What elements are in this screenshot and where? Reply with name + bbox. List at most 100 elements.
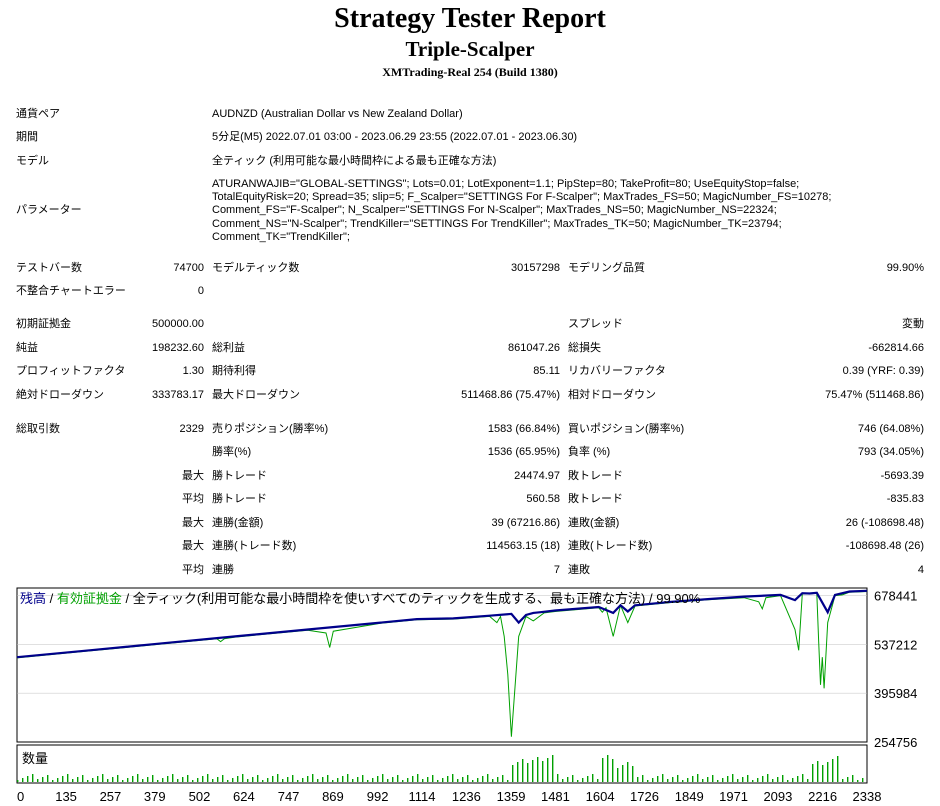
bars-value: 74700 — [173, 262, 204, 274]
volume-bar — [322, 777, 324, 782]
equity-chart: 678441 537212 395984 254756 0 135 257 379 502 62… — [16, 587, 917, 804]
volume-bar — [427, 777, 429, 782]
volume-bar — [542, 761, 544, 782]
gross-profit-value: 861047.26 — [508, 342, 560, 354]
volume-bar — [852, 775, 854, 782]
volume-bar — [507, 780, 509, 782]
avg-loss-label: 敗トレード — [568, 493, 623, 505]
volume-bar — [747, 775, 749, 782]
volume-bar — [157, 780, 159, 782]
equity-line — [16, 591, 868, 737]
x-tick-label: 2338 — [853, 789, 882, 804]
volume-bar — [802, 774, 804, 782]
max-dd-value: 511468.86 (75.47%) — [461, 389, 560, 401]
volume-bar — [372, 778, 374, 782]
max-word: 最大 — [182, 517, 204, 529]
volume-bar — [687, 778, 689, 782]
x-tick-label: 1236 — [452, 789, 481, 804]
volume-bar — [42, 777, 44, 782]
volume-bar — [117, 775, 119, 782]
volume-bar — [717, 780, 719, 782]
volume-bar — [512, 765, 514, 782]
volume-bar — [432, 775, 434, 782]
volume-bar — [582, 778, 584, 782]
params-line: Comment_TK="TrendKiller"; — [212, 230, 350, 243]
x-tick-label: 1849 — [675, 789, 704, 804]
volume-bar — [702, 779, 704, 782]
avg-cons-win-label: 連勝 — [212, 564, 234, 576]
volume-bar — [822, 765, 824, 782]
volume-bar — [162, 778, 164, 782]
volume-bar — [242, 774, 244, 782]
period-label: 期間 — [16, 131, 38, 143]
volume-bar — [202, 776, 204, 782]
volume-bar — [377, 776, 379, 782]
model-value: 全ティック (利用可能な最小時間枠による最も正確な方法) — [212, 155, 497, 167]
volume-bar — [777, 777, 779, 782]
max-dd-label: 最大ドローダウン — [212, 389, 300, 401]
volume-bar — [627, 762, 629, 782]
volume-bar — [132, 776, 134, 782]
volume-bar — [667, 779, 669, 782]
volume-bar — [652, 778, 654, 782]
volume-bar — [677, 775, 679, 782]
volume-bar — [447, 776, 449, 782]
recovery-value: 0.39 (YRF: 0.39) — [842, 365, 924, 377]
volume-bar — [232, 778, 234, 782]
volume-bar — [607, 755, 609, 782]
volume-bar — [742, 777, 744, 782]
volume-plot-area — [16, 744, 868, 784]
volume-bar — [697, 774, 699, 782]
volume-bar — [767, 774, 769, 782]
volume-bar — [762, 776, 764, 782]
volume-bar — [417, 774, 419, 782]
volume-bar — [347, 774, 349, 782]
volume-bar — [82, 775, 84, 782]
max-loss-value: -5693.39 — [880, 470, 924, 482]
chart-plot-area — [16, 587, 868, 743]
max-word: 最大 — [182, 470, 204, 482]
y-tick-label: 537212 — [874, 637, 917, 652]
volume-bar — [197, 778, 199, 782]
volume-bar — [682, 780, 684, 782]
volume-bar — [597, 779, 599, 782]
volume-bar — [402, 780, 404, 782]
volume-bar — [112, 777, 114, 782]
volume-bar — [167, 776, 169, 782]
long-value: 746 (64.08%) — [857, 423, 924, 435]
volume-bar — [857, 780, 859, 782]
volume-bar — [692, 776, 694, 782]
cons-loss-amount-value: 26 (-108698.48) — [845, 517, 924, 529]
x-tick-label: 869 — [322, 789, 344, 804]
volume-bar — [292, 775, 294, 782]
volume-bar — [712, 775, 714, 782]
total-trades-label: 総取引数 — [16, 423, 60, 435]
cons-win-trades-label: 連勝(トレード数) — [212, 540, 297, 552]
volume-bar — [92, 778, 94, 782]
spread-label: スプレッド — [568, 318, 623, 330]
volume-bar — [102, 774, 104, 782]
deposit-value: 500000.00 — [152, 318, 204, 330]
volume-bar — [647, 780, 649, 782]
volume-bar — [367, 780, 369, 782]
cons-loss-trades-label: 連敗(トレード数) — [568, 540, 653, 552]
volume-bar — [552, 755, 554, 782]
volume-bar — [862, 778, 864, 782]
y-tick-label: 678441 — [874, 588, 917, 603]
volume-bar — [737, 779, 739, 782]
report-title: Strategy Tester Report — [334, 3, 606, 34]
volume-bar — [707, 777, 709, 782]
x-tick-label: 379 — [144, 789, 166, 804]
volume-bar — [757, 778, 759, 782]
volume-bar — [442, 778, 444, 782]
avg-cons-loss-label: 連敗 — [568, 564, 590, 576]
volume-bar — [127, 778, 129, 782]
volume-bar — [212, 779, 214, 782]
max-win-label: 勝トレード — [212, 470, 267, 482]
volume-bar — [457, 779, 459, 782]
model-label: モデル — [16, 155, 49, 167]
total-trades-value: 2329 — [179, 423, 204, 435]
abs-dd-label: 絶対ドローダウン — [16, 389, 104, 401]
volume-bar — [637, 777, 639, 782]
volume-bar — [307, 776, 309, 782]
